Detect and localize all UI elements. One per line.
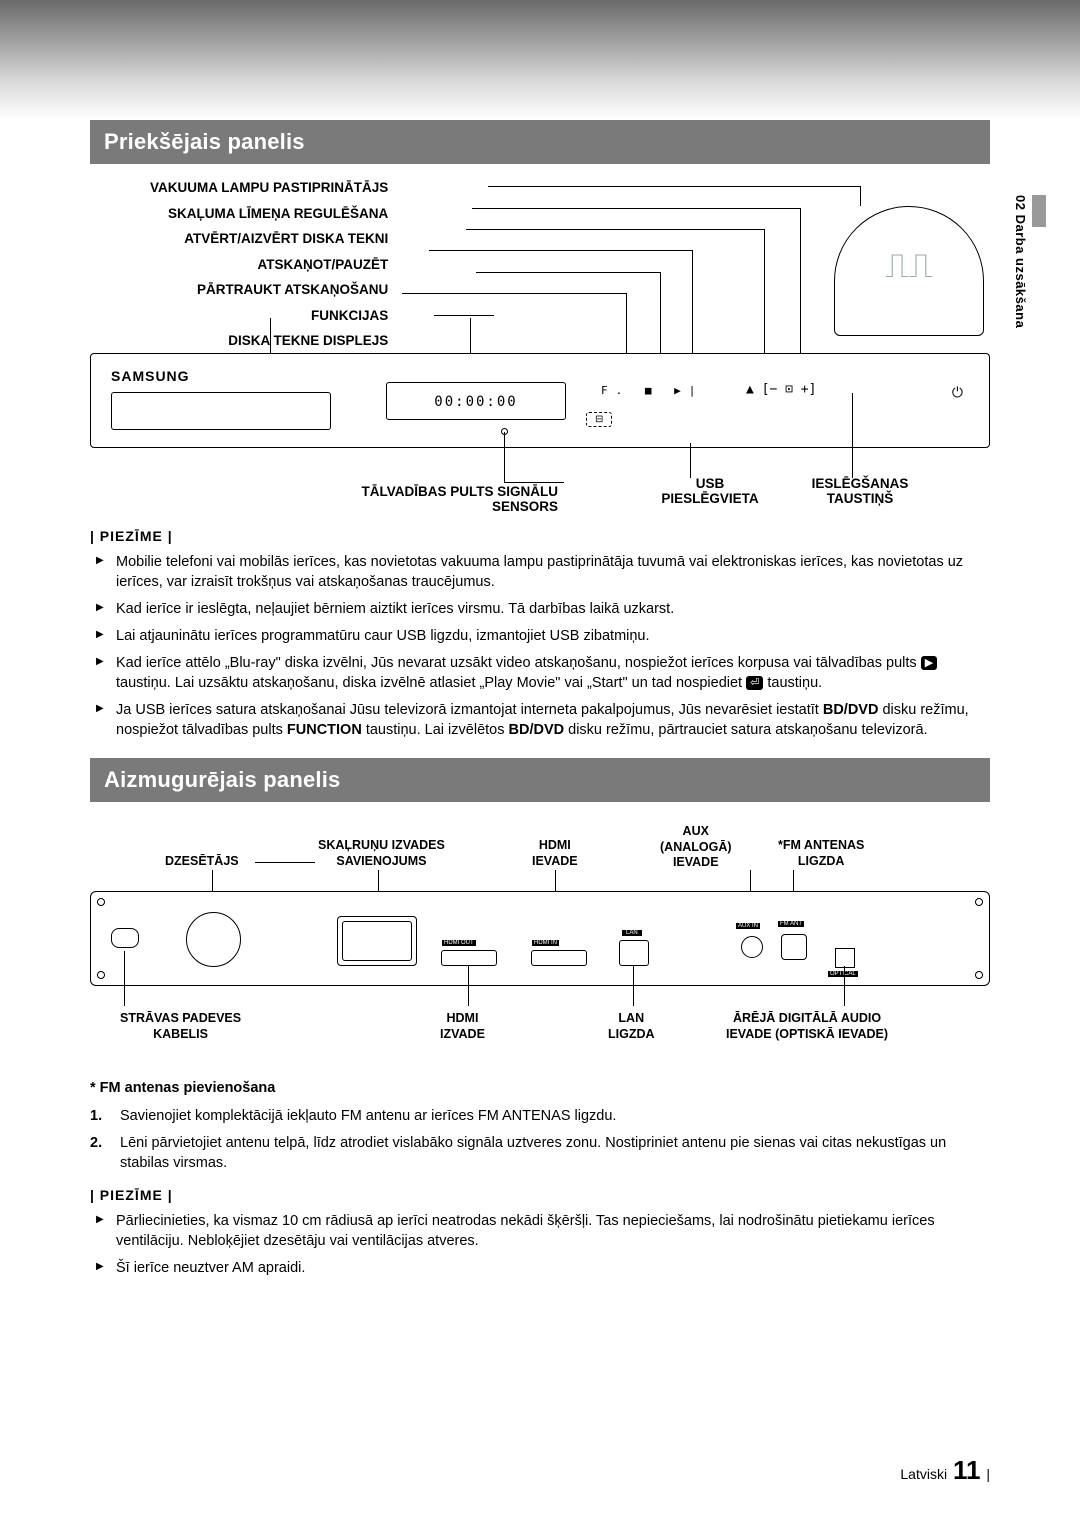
section2-header: Aizmugurējais panelis xyxy=(90,758,990,802)
note-item: Mobilie telefoni vai mobilās ierīces, ka… xyxy=(116,552,990,592)
lbl-ir-sensor: TĀLVADĪBAS PULTS SIGNĀLU SENSORS xyxy=(298,484,558,514)
page-footer: Latviski 11 | xyxy=(900,1455,990,1486)
hdmi-out-port xyxy=(441,950,497,966)
note-item: Ja USB ierīces satura atskaņošanai Jūsu … xyxy=(116,700,990,740)
lbl-power: IESLĒGŠANAS TAUSTIŅŠ xyxy=(790,476,930,506)
display-text: 00:00:00 xyxy=(387,383,565,421)
lbl-hdmi-out: HDMI IZVADE xyxy=(440,1011,485,1042)
note-item: Kad ierīce ir ieslēgta, neļaujiet bērnie… xyxy=(116,599,990,619)
footer-lang: Latviski xyxy=(900,1466,947,1482)
lead-line xyxy=(255,862,315,863)
optical-port xyxy=(835,948,855,968)
enter-button-icon: ⏎ xyxy=(746,676,763,690)
lead-line xyxy=(468,966,469,1006)
tube-icon: ⎍⎍ xyxy=(835,247,983,286)
note-text: Ja USB ierīces satura atskaņošanai Jūsu … xyxy=(116,702,969,738)
hdmi-in-port xyxy=(531,950,587,966)
top-gradient xyxy=(0,0,1080,120)
power-cord xyxy=(111,928,139,948)
eject-vol-icons: ▲ [− ⊡ +] xyxy=(746,382,816,397)
note-item: Lai atjauninātu ierīces programmatūru ca… xyxy=(116,626,990,646)
lead-line xyxy=(488,186,860,187)
lbl-play: ATSKAŅOT/PAUZĒT xyxy=(150,255,388,275)
side-tab-mark xyxy=(1032,195,1046,227)
lan-port xyxy=(619,940,649,966)
lbl-usb: USB PIESLĒGVIETA xyxy=(650,476,770,506)
screw-icon xyxy=(97,898,105,906)
lbl-spk: SKAĻRUŅU IZVADES SAVIENOJUMS xyxy=(318,838,445,869)
lbl-volume: SKAĻUMA LĪMEŅA REGULĒŠANA xyxy=(150,204,388,224)
section1-header: Priekšējais panelis xyxy=(90,120,990,164)
lead-line xyxy=(504,432,505,482)
screw-icon xyxy=(97,971,105,979)
notes-list-2: Pārliecinieties, ka vismaz 10 cm rādiusā… xyxy=(90,1211,990,1278)
note-text: taustiņu. Lai uzsāktu atskaņošanu, diska… xyxy=(116,675,746,691)
lead-line xyxy=(852,393,853,478)
fm-step-text: Savienojiet komplektācijā iekļauto FM an… xyxy=(120,1108,616,1124)
lead-line xyxy=(472,208,800,209)
speaker-out xyxy=(337,916,417,966)
side-tab: 02 Darba uzsākšana xyxy=(1013,195,1028,328)
screw-icon xyxy=(975,898,983,906)
lbl-tube-amp: VAKUUMA LAMPU PASTIPRINĀTĀJS xyxy=(150,178,388,198)
lead-line xyxy=(476,272,660,273)
lbl-stop: PĀRTRAUKT ATSKAŅOŠANU xyxy=(150,280,388,300)
fm-subtitle: * FM antenas pievienošana xyxy=(90,1080,990,1096)
note-heading-1: | PIEZĪME | xyxy=(90,528,990,544)
disc-tray xyxy=(111,392,331,430)
note-text: taustiņu. xyxy=(763,675,822,691)
lead-line xyxy=(434,315,494,316)
lead-line xyxy=(844,966,845,1006)
lead-line xyxy=(124,951,125,1006)
rear-panel-diagram: DZESĒTĀJS SKAĻRUŅU IZVADES SAVIENOJUMS H… xyxy=(90,816,990,1066)
lbl-eject: ATVĒRT/AIZVĒRT DISKA TEKNI xyxy=(150,229,388,249)
screw-icon xyxy=(975,971,983,979)
note-item: Šī ierīce neuztver AM apraidi. xyxy=(116,1258,990,1278)
note-heading-2: | PIEZĪME | xyxy=(90,1187,990,1203)
display-panel: 00:00:00 xyxy=(386,382,566,420)
lbl-cord: STRĀVAS PADEVES KABELIS xyxy=(120,1011,241,1042)
note-text: Kad ierīce attēlo „Blu-ray" diska izvēln… xyxy=(116,655,921,671)
tube-amp-enclosure: ⎍⎍ xyxy=(834,206,984,336)
lbl-fm: *FM ANTENAS LIGZDA xyxy=(778,838,864,869)
fm-step-text: Lēni pārvietojiet antenu telpā, līdz atr… xyxy=(120,1135,946,1171)
lead-line xyxy=(402,293,626,294)
lead-line xyxy=(690,443,691,478)
control-icons: F. ■ ▶| xyxy=(601,384,703,397)
play-button-icon: ▶ xyxy=(921,656,937,670)
lbl-fan: DZESĒTĀJS xyxy=(165,854,239,870)
lbl-lan: LAN LIGZDA xyxy=(608,1011,655,1042)
brand-logo: SAMSUNG xyxy=(111,368,190,384)
cooling-fan xyxy=(186,912,241,967)
fm-steps: 1.Savienojiet komplektācijā iekļauto FM … xyxy=(90,1106,990,1173)
lbl-hdmi-in: HDMI IEVADE xyxy=(532,838,578,869)
device-front: SAMSUNG 00:00:00 F. ■ ▶| ⊟ ▲ [− ⊡ +] ⏻ xyxy=(90,353,990,448)
lbl-aux: AUX (ANALOGĀ) IEVADE xyxy=(660,824,732,871)
fm-step: 2.Lēni pārvietojiet antenu telpā, līdz a… xyxy=(120,1133,990,1173)
aux-port xyxy=(741,936,763,958)
lbl-opt: ĀRĒJĀ DIGITĀLĀ AUDIO IEVADE (OPTISKĀ IEV… xyxy=(726,1011,888,1042)
lead-line xyxy=(633,966,634,1006)
fm-port xyxy=(781,934,807,960)
note-item: Pārliecinieties, ka vismaz 10 cm rādiusā… xyxy=(116,1211,990,1251)
footer-bar: | xyxy=(986,1466,990,1482)
footer-page: 11 xyxy=(953,1455,981,1485)
lead-line xyxy=(504,482,564,483)
device-rear xyxy=(90,891,990,986)
notes-list-1: Mobilie telefoni vai mobilās ierīces, ka… xyxy=(90,552,990,740)
lead-line xyxy=(860,186,861,206)
note-item: Kad ierīce attēlo „Blu-ray" diska izvēln… xyxy=(116,653,990,693)
usb-port: ⊟ xyxy=(586,412,612,427)
lead-line xyxy=(429,250,692,251)
lead-line xyxy=(466,229,764,230)
power-icon: ⏻ xyxy=(952,384,963,401)
front-panel-diagram: VAKUUMA LAMPU PASTIPRINĀTĀJS SKAĻUMA LĪM… xyxy=(90,178,990,518)
fm-step: 1.Savienojiet komplektācijā iekļauto FM … xyxy=(120,1106,990,1126)
